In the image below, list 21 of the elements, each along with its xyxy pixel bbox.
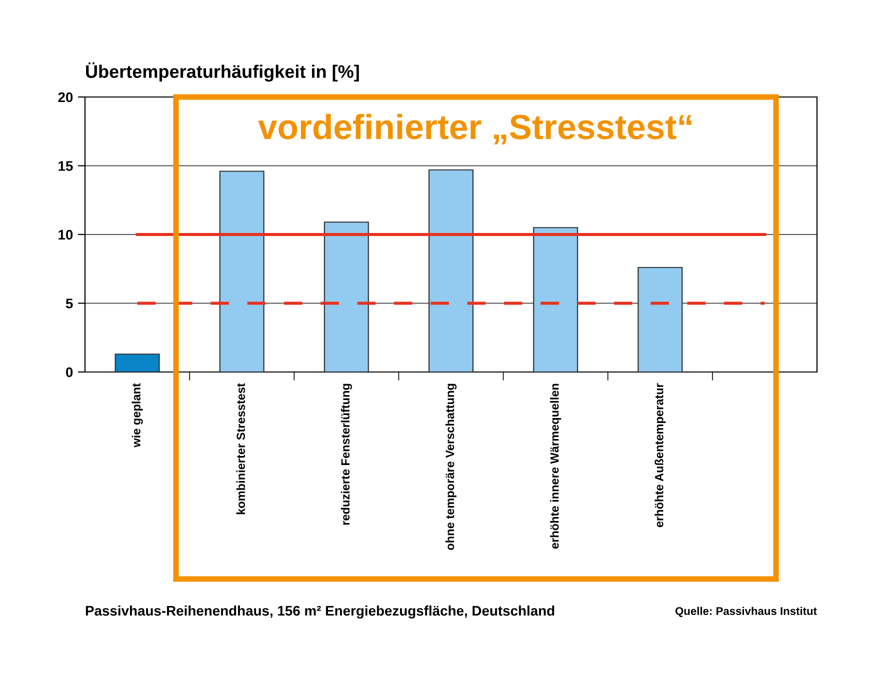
x-tick-label: erhöhte Außentemperatur	[654, 383, 666, 528]
bar	[428, 169, 474, 372]
annotation: vordefinierter „Stresstest“	[258, 114, 692, 144]
y-tick-label: 15	[58, 161, 73, 171]
x-tick-label: reduzierte Fensterlüftung	[340, 384, 352, 525]
x-tick-label: kombinierter Stresstest	[236, 383, 246, 514]
bar	[219, 170, 264, 372]
x-tick-label: ohne temporäre Verschattung	[445, 384, 457, 550]
bar	[638, 266, 683, 372]
y-tick-label: 10	[58, 230, 73, 240]
x-tick-label: wie geplant	[132, 383, 143, 448]
text: Passivhaus-Reihenendhaus, 156 m² Energiebezugsfläche, Deutschland	[86, 605, 554, 619]
chart-title: Übertemperaturhäufigkeit in [%]	[86, 62, 359, 82]
y-tick-label: 5	[66, 298, 73, 308]
y-tick-label: 0	[66, 367, 73, 378]
y-tick-label: 20	[58, 92, 73, 102]
bar	[114, 354, 160, 372]
bar	[533, 227, 578, 372]
x-tick-label: erhöhte innere Wärmequellen	[550, 384, 562, 549]
source-note: Quelle: Passivhaus Institut	[675, 606, 817, 618]
bar	[324, 222, 369, 372]
